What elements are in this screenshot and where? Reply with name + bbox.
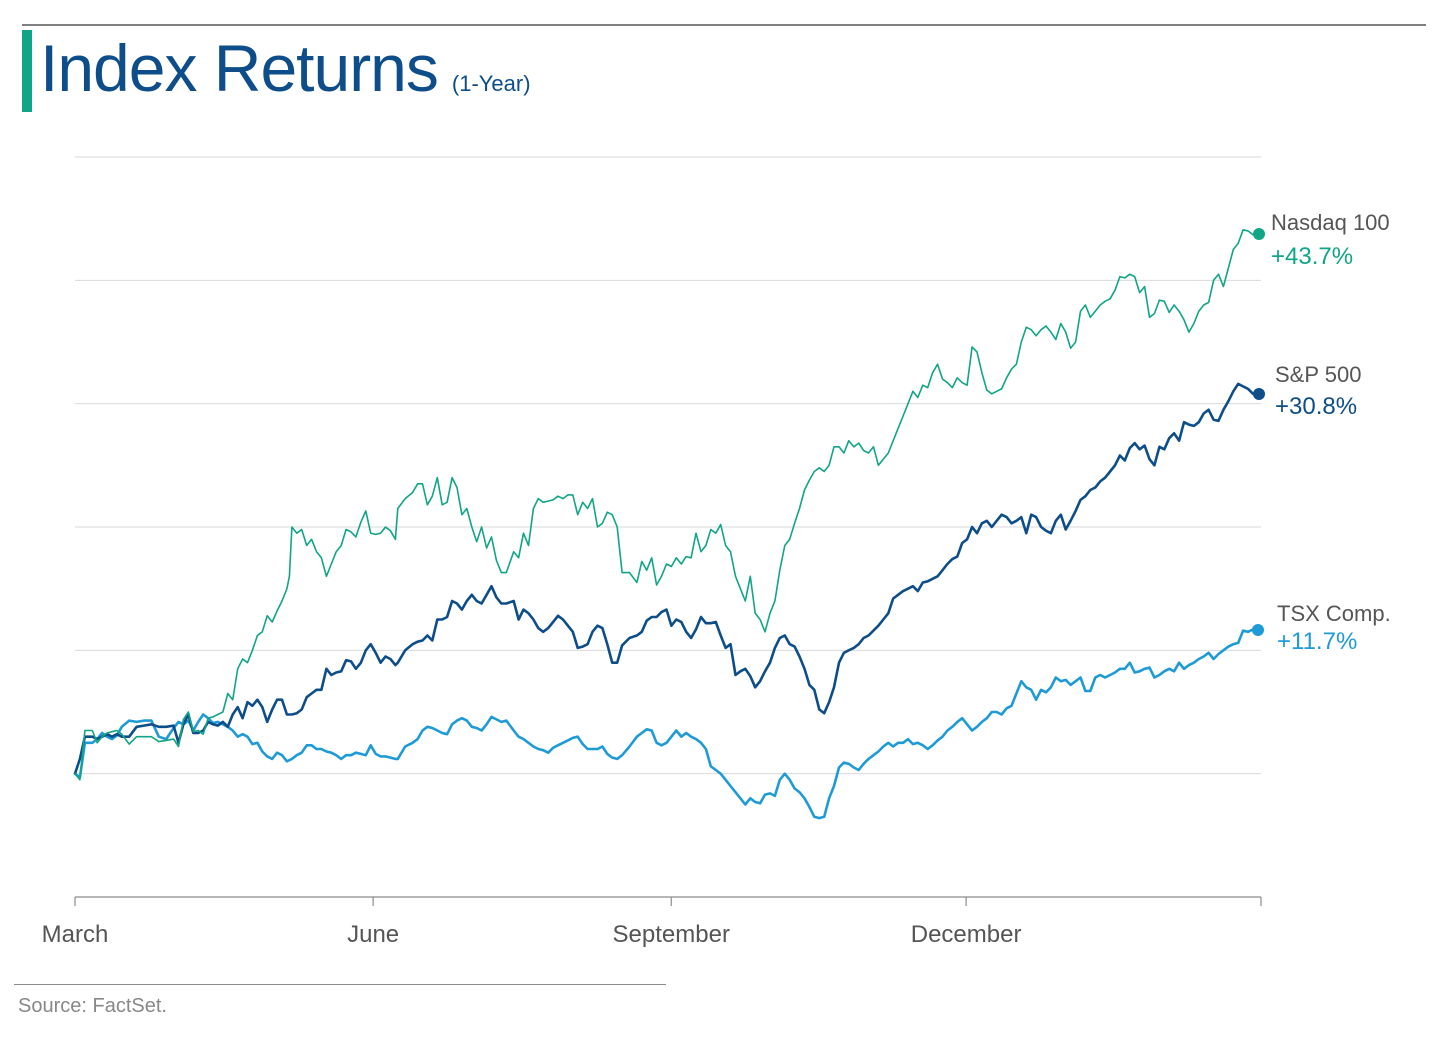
chart-subtitle: (1-Year) (451, 71, 531, 96)
x-tick-label: December (911, 921, 1022, 948)
series-line-nasdaq-100 (74, 229, 1254, 781)
series-line-s-p-500 (73, 382, 1255, 775)
chart-title: Index Returns (40, 31, 439, 105)
series-value-label: +43.7% (1271, 243, 1353, 270)
x-tick-label: June (347, 921, 399, 948)
end-marker-nasdaq-100 (1253, 228, 1265, 240)
gridlines (75, 156, 1261, 898)
series-lines (73, 229, 1255, 820)
x-axis: March June September December (42, 897, 1262, 948)
series-value-label: +11.7% (1277, 628, 1357, 655)
series-end-labels: Nasdaq 100 +43.7% S&P 500 +30.8% TSX Comp.+1… (1252, 210, 1391, 655)
series-value-label: +30.8% (1275, 393, 1357, 420)
series-name-label: Nasdaq 100 (1271, 210, 1390, 235)
title-accent-bar (22, 30, 32, 112)
line-chart: March June September December Nasdaq 100 +43… (42, 156, 1391, 948)
end-marker-tsx-comp- (1252, 624, 1264, 636)
top-rule (22, 24, 1426, 26)
footer-rule (14, 984, 666, 985)
series-name-label: TSX Comp. (1277, 601, 1391, 626)
source-note: Source: FactSet. (18, 995, 167, 1017)
x-tick-label: September (613, 921, 730, 948)
x-tick-label: March (42, 921, 109, 948)
series-line-tsx-comp- (73, 628, 1255, 820)
end-marker-s-p-500 (1253, 388, 1265, 400)
series-name-label: S&P 500 (1275, 362, 1361, 387)
title-block: Index Returns (1-Year) (40, 30, 531, 106)
